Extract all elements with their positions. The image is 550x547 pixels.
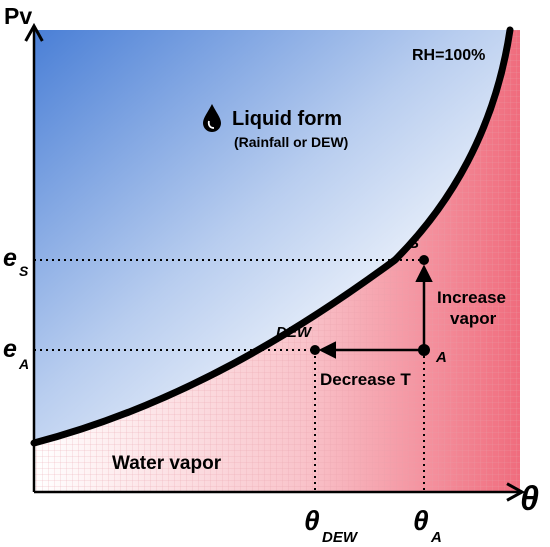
point-s-label: S xyxy=(409,235,419,252)
x-axis-label: θ xyxy=(520,480,539,518)
ea-tick-label: e xyxy=(3,335,17,363)
point-a-label: A xyxy=(435,349,447,366)
liquid-subtitle: (Rainfall or DEW) xyxy=(234,134,348,150)
theta-a-tick-label: θ xyxy=(413,505,429,536)
saturation-curve xyxy=(30,26,514,447)
ea-main: e xyxy=(3,335,17,363)
curve-label: RH=100% xyxy=(412,47,485,64)
increase-vapor-label-2: vapor xyxy=(450,309,497,328)
theta-dew-tick-label: θ xyxy=(304,505,320,536)
decrease-t-label: Decrease T xyxy=(320,370,411,389)
liquid-region xyxy=(34,30,510,443)
vapor-region-grid xyxy=(34,30,520,492)
ea-tick-sub: A xyxy=(18,356,29,372)
es-tick-label: e xyxy=(3,244,17,272)
theta-dew-tick-sub: DEW xyxy=(322,529,359,546)
liquid-title: Liquid form xyxy=(232,108,342,130)
es-tick-sub: S xyxy=(19,263,29,279)
increase-vapor-label-1: Increase xyxy=(437,288,506,307)
theta-a-tick-sub: A xyxy=(430,529,442,546)
point-s xyxy=(419,255,429,265)
vapor-label: Water vapor xyxy=(112,453,222,474)
y-axis-label: Pv xyxy=(4,3,32,29)
point-dew-label: DEW xyxy=(276,324,313,341)
point-dew xyxy=(310,345,320,355)
es-main: e xyxy=(3,244,17,272)
point-a xyxy=(418,344,430,356)
droplet-icon xyxy=(203,104,221,132)
